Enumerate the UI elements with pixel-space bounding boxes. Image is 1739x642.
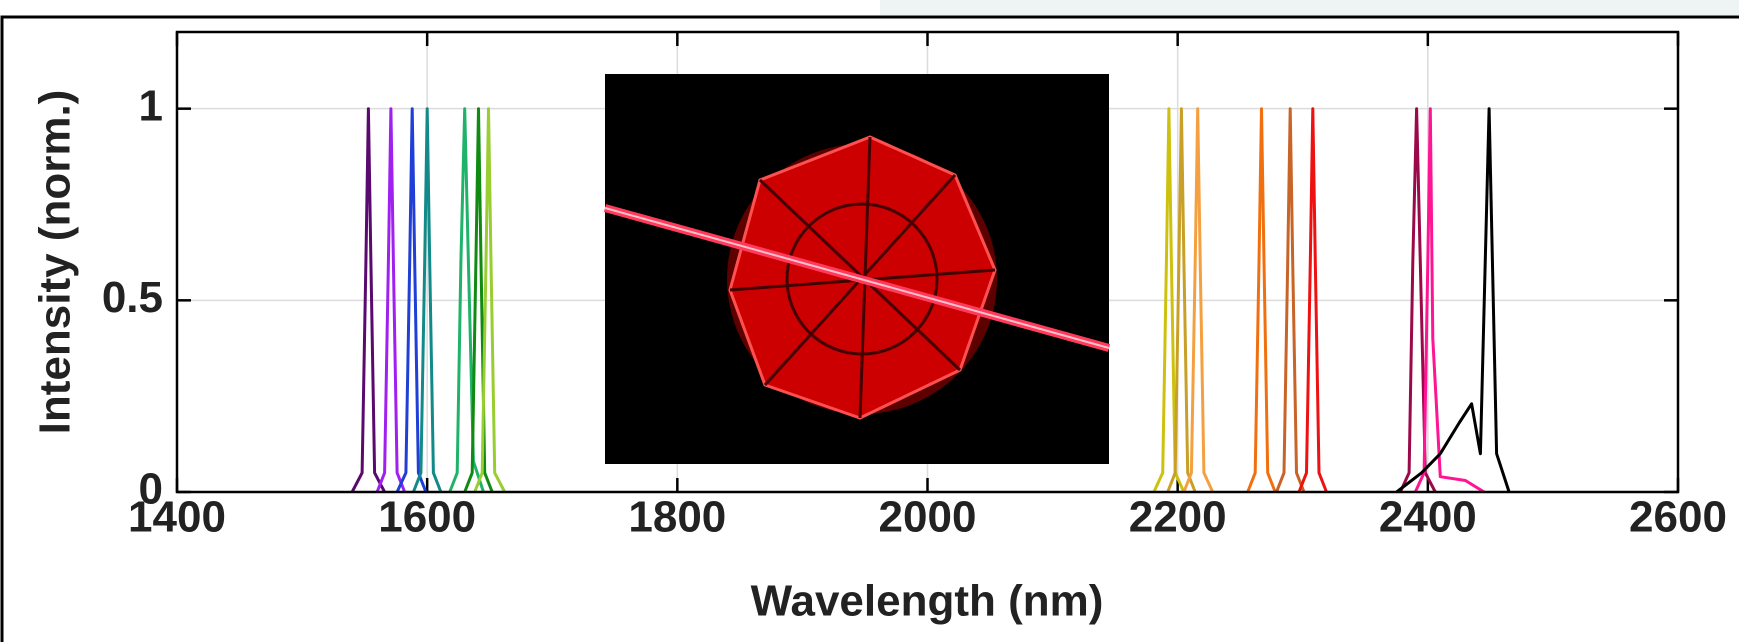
chart: Wavelength (nm) Intensity (norm.) 00.511… <box>0 0 1739 642</box>
x-axis-label: Wavelength (nm) <box>751 577 1104 626</box>
x-tick-label: 1800 <box>628 493 726 542</box>
header-strip <box>880 0 1739 15</box>
x-tick-label: 2200 <box>1129 493 1227 542</box>
x-tick-label: 1400 <box>128 493 226 542</box>
x-tick-label: 2000 <box>879 493 977 542</box>
y-tick-label: 0.5 <box>102 273 163 322</box>
x-tick-label: 2400 <box>1379 493 1477 542</box>
y-axis-label: Intensity (norm.) <box>31 90 80 435</box>
y-tick-label: 1 <box>139 81 163 130</box>
page: Wavelength (nm) Intensity (norm.) 00.511… <box>0 0 1739 642</box>
inset-photo <box>605 74 1109 464</box>
x-tick-label: 1600 <box>378 493 476 542</box>
x-tick-label: 2600 <box>1629 493 1727 542</box>
